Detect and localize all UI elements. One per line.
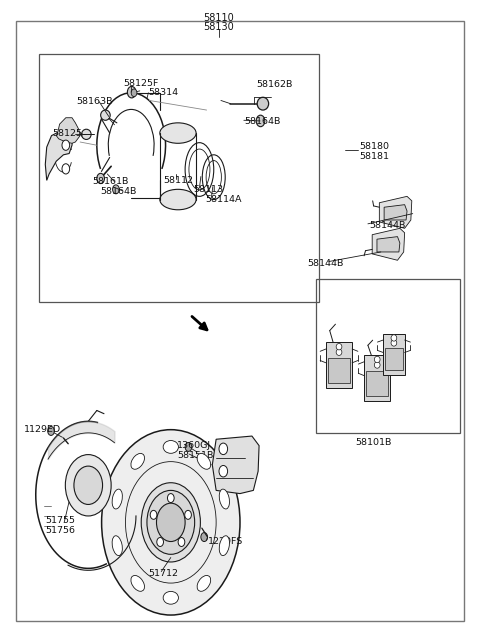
- Ellipse shape: [163, 440, 179, 453]
- Ellipse shape: [256, 115, 265, 126]
- Ellipse shape: [336, 343, 342, 350]
- Text: 58114A: 58114A: [205, 195, 242, 204]
- Ellipse shape: [185, 442, 192, 451]
- Text: 58181: 58181: [360, 152, 389, 160]
- Text: 58112: 58112: [164, 176, 193, 185]
- Polygon shape: [326, 342, 352, 388]
- Text: 58125F: 58125F: [123, 79, 158, 88]
- Ellipse shape: [131, 575, 144, 591]
- Bar: [38, 54, 319, 302]
- Polygon shape: [383, 334, 405, 376]
- Ellipse shape: [147, 490, 195, 554]
- Bar: [316, 279, 459, 433]
- Text: 58101B: 58101B: [355, 438, 392, 447]
- Text: 51755: 51755: [46, 516, 76, 525]
- Ellipse shape: [127, 87, 136, 98]
- Ellipse shape: [101, 110, 110, 120]
- Ellipse shape: [197, 575, 211, 591]
- Text: 58144B: 58144B: [369, 221, 405, 230]
- Text: 1220FS: 1220FS: [207, 537, 243, 546]
- Ellipse shape: [131, 453, 144, 469]
- Ellipse shape: [82, 129, 91, 139]
- Text: 58151B: 58151B: [177, 451, 214, 460]
- Ellipse shape: [219, 535, 229, 555]
- Text: 58164B: 58164B: [245, 117, 281, 126]
- Ellipse shape: [112, 489, 122, 509]
- Ellipse shape: [131, 89, 137, 97]
- Polygon shape: [212, 436, 259, 494]
- Polygon shape: [372, 229, 405, 260]
- Ellipse shape: [102, 429, 240, 615]
- Ellipse shape: [219, 489, 229, 509]
- Text: 58164B: 58164B: [100, 187, 136, 196]
- Ellipse shape: [141, 483, 200, 562]
- Ellipse shape: [185, 510, 192, 519]
- Polygon shape: [328, 358, 350, 383]
- Ellipse shape: [160, 189, 196, 210]
- Text: 58144B: 58144B: [307, 259, 343, 268]
- Ellipse shape: [374, 362, 380, 369]
- Ellipse shape: [219, 465, 228, 477]
- Ellipse shape: [391, 334, 397, 341]
- Ellipse shape: [201, 533, 207, 542]
- Ellipse shape: [62, 140, 70, 150]
- Polygon shape: [366, 371, 388, 395]
- Text: 58130: 58130: [203, 22, 234, 32]
- Polygon shape: [364, 355, 390, 401]
- Ellipse shape: [113, 185, 119, 194]
- Ellipse shape: [257, 98, 269, 110]
- Ellipse shape: [160, 123, 196, 143]
- Ellipse shape: [219, 443, 228, 455]
- Text: 58163B: 58163B: [76, 97, 113, 106]
- Text: 58113: 58113: [193, 185, 223, 194]
- Ellipse shape: [163, 591, 179, 604]
- Text: 51712: 51712: [148, 569, 179, 578]
- Text: 58314: 58314: [148, 88, 179, 97]
- Polygon shape: [385, 349, 403, 370]
- Ellipse shape: [65, 455, 111, 516]
- Polygon shape: [56, 117, 80, 143]
- Polygon shape: [384, 205, 407, 220]
- Ellipse shape: [62, 164, 70, 174]
- Polygon shape: [45, 124, 73, 180]
- Ellipse shape: [74, 466, 103, 505]
- Ellipse shape: [157, 537, 164, 546]
- Ellipse shape: [197, 453, 211, 469]
- Ellipse shape: [374, 356, 380, 363]
- Ellipse shape: [97, 173, 105, 184]
- Polygon shape: [377, 237, 400, 252]
- Ellipse shape: [156, 503, 185, 542]
- Ellipse shape: [178, 537, 185, 546]
- Text: 1129ED: 1129ED: [24, 425, 61, 434]
- Text: 58125: 58125: [52, 129, 83, 138]
- Ellipse shape: [391, 340, 397, 346]
- Ellipse shape: [336, 349, 342, 356]
- Text: 58162B: 58162B: [257, 80, 293, 89]
- Polygon shape: [379, 196, 412, 229]
- Text: 58161B: 58161B: [92, 177, 129, 186]
- Ellipse shape: [48, 426, 54, 435]
- Text: 1360GJ: 1360GJ: [177, 441, 211, 450]
- Ellipse shape: [168, 494, 174, 503]
- Ellipse shape: [150, 510, 157, 519]
- Text: 51756: 51756: [46, 526, 76, 535]
- Text: 58180: 58180: [360, 142, 389, 151]
- Ellipse shape: [112, 535, 122, 555]
- Text: 58110: 58110: [203, 13, 234, 23]
